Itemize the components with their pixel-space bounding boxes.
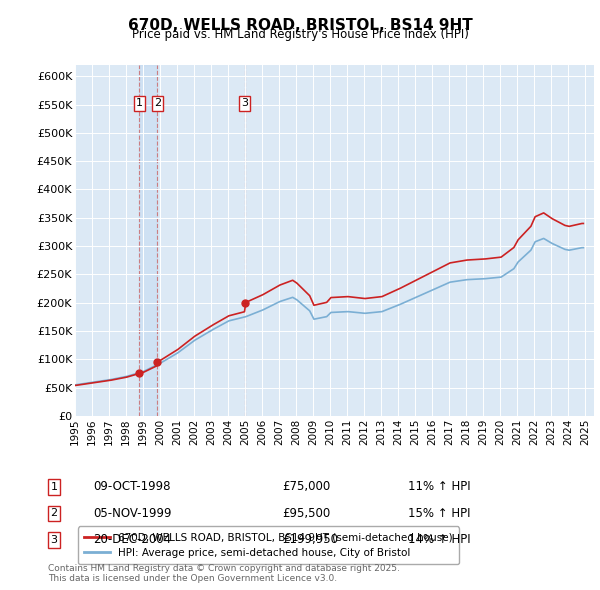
Text: 1: 1 xyxy=(136,99,143,109)
Text: 20-DEC-2004: 20-DEC-2004 xyxy=(93,533,171,546)
Text: 3: 3 xyxy=(50,535,58,545)
Text: 15% ↑ HPI: 15% ↑ HPI xyxy=(408,507,470,520)
Text: 05-NOV-1999: 05-NOV-1999 xyxy=(93,507,172,520)
Text: 09-OCT-1998: 09-OCT-1998 xyxy=(93,480,170,493)
Text: 11% ↑ HPI: 11% ↑ HPI xyxy=(408,480,470,493)
Text: 3: 3 xyxy=(241,99,248,109)
Text: £75,000: £75,000 xyxy=(282,480,330,493)
Text: Contains HM Land Registry data © Crown copyright and database right 2025.
This d: Contains HM Land Registry data © Crown c… xyxy=(48,563,400,583)
Text: 2: 2 xyxy=(50,509,58,518)
Text: 14% ↑ HPI: 14% ↑ HPI xyxy=(408,533,470,546)
Bar xyxy=(139,65,157,416)
Text: Price paid vs. HM Land Registry's House Price Index (HPI): Price paid vs. HM Land Registry's House … xyxy=(131,28,469,41)
Text: £199,950: £199,950 xyxy=(282,533,338,546)
Text: £95,500: £95,500 xyxy=(282,507,330,520)
Text: 1: 1 xyxy=(50,482,58,491)
Legend: 670D, WELLS ROAD, BRISTOL, BS14 9HT (semi-detached house), HPI: Average price, s: 670D, WELLS ROAD, BRISTOL, BS14 9HT (sem… xyxy=(77,526,459,564)
Text: 670D, WELLS ROAD, BRISTOL, BS14 9HT: 670D, WELLS ROAD, BRISTOL, BS14 9HT xyxy=(128,18,472,32)
Text: 2: 2 xyxy=(154,99,161,109)
